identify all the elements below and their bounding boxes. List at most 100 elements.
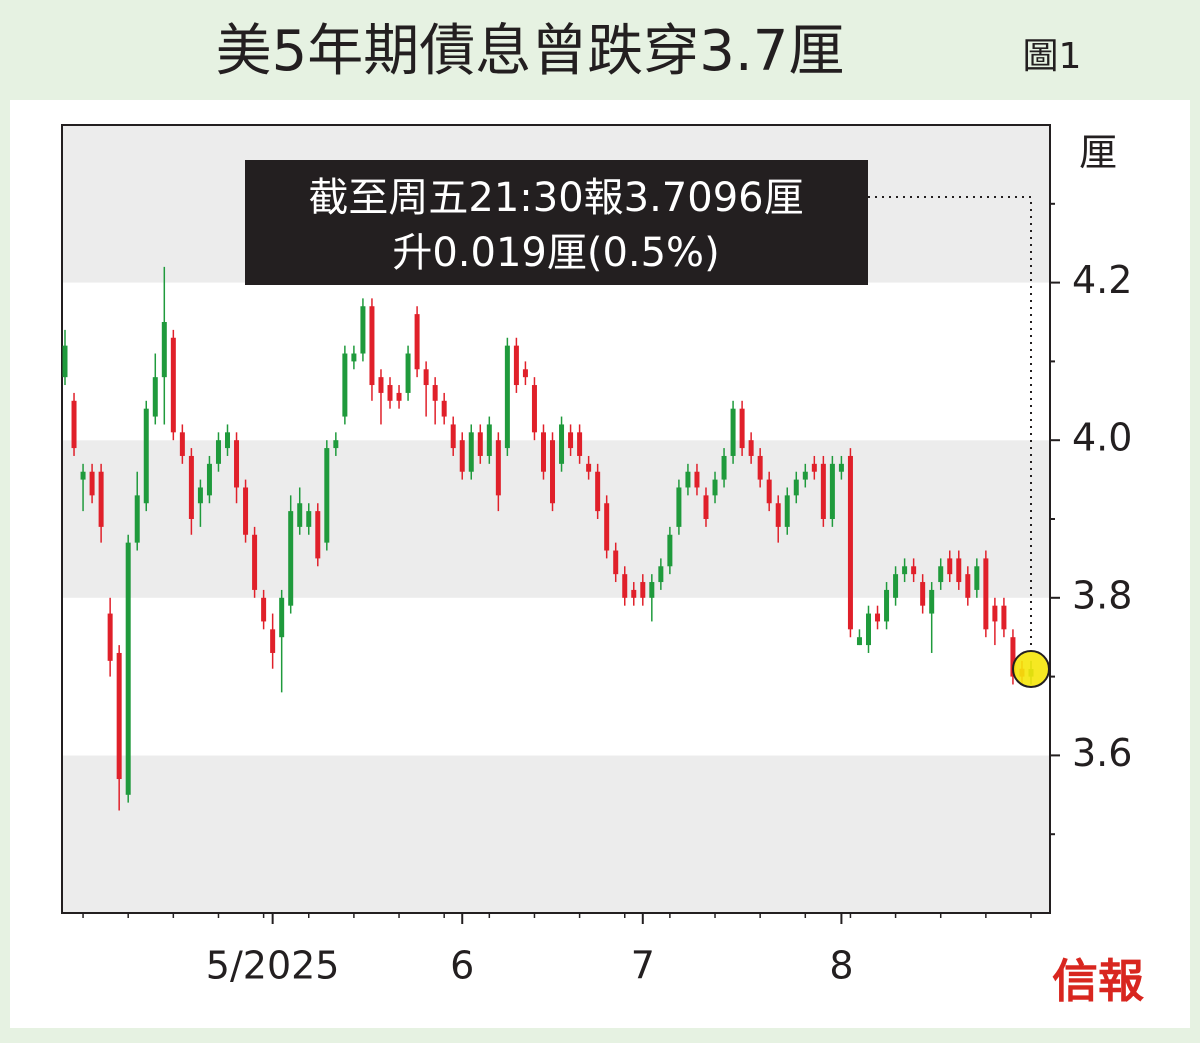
candle-body [495, 440, 501, 496]
candle-body [811, 463, 817, 472]
highlight-marker [1012, 650, 1050, 689]
candle-body [1010, 637, 1016, 677]
candle-body [315, 511, 321, 559]
candle-body [243, 487, 249, 535]
candle-body [793, 479, 799, 496]
candle-body [225, 432, 231, 449]
candle-body [875, 613, 881, 622]
candle-body [360, 306, 366, 354]
candle-body [423, 369, 429, 386]
candle-body [902, 566, 908, 575]
candle-body [125, 542, 131, 795]
source: 信報 [1052, 954, 1144, 1008]
x-tick-label: 7 [631, 944, 655, 988]
candle-body [170, 337, 176, 433]
candle-body [405, 353, 411, 393]
candle-body [306, 511, 312, 527]
plot-band [62, 440, 1050, 598]
candle-body [748, 440, 754, 456]
candle-body [820, 463, 826, 519]
plot-band [62, 597, 1050, 756]
candle-body [522, 369, 528, 378]
y-tick-label: 3.6 [1072, 731, 1132, 775]
candle-body [938, 566, 944, 583]
candle-body [98, 471, 104, 527]
annotation-text: 升0.019厘(0.5%) [392, 230, 719, 276]
figure-label: 圖1 [1023, 36, 1082, 77]
candle-body [784, 495, 790, 527]
annotation-text: 截至周五21:30報3.7096厘 [308, 175, 803, 221]
candle-body [730, 408, 736, 456]
candle-body [333, 440, 339, 449]
candle-body [658, 566, 664, 583]
candle-body [766, 479, 772, 504]
candle-body [856, 637, 862, 646]
candle-body [631, 589, 637, 598]
candle-body [920, 582, 926, 606]
candle-body [288, 511, 294, 606]
candle-body [486, 424, 492, 456]
candle-body [297, 503, 303, 527]
candle-body [450, 424, 456, 449]
candle-body [712, 479, 718, 496]
candle-body [279, 597, 285, 638]
candle-body [531, 385, 537, 433]
candle-body [179, 432, 185, 456]
candle-body [703, 495, 709, 519]
candle-body [965, 574, 971, 598]
annotation-box [245, 160, 868, 285]
x-tick-label: 6 [450, 944, 474, 988]
candle-body [116, 652, 122, 780]
candle-body [974, 566, 980, 590]
candle-body [685, 471, 691, 488]
candle-body [152, 377, 158, 417]
y-tick-label: 4.0 [1072, 416, 1132, 460]
candle-body [604, 503, 610, 551]
candle-body [992, 605, 998, 622]
candle-body [956, 558, 962, 583]
candle-body [513, 345, 519, 386]
candle-body [261, 597, 267, 622]
x-tick-label: 8 [829, 944, 853, 988]
y-tick-label: 3.8 [1072, 573, 1132, 617]
candle-body [342, 353, 348, 417]
candle-body [838, 463, 844, 472]
candle-body [504, 345, 510, 449]
candle-body [414, 314, 420, 370]
x-tick-label: 5/2025 [206, 944, 340, 988]
candle-body [206, 463, 212, 496]
candle-body [468, 432, 474, 472]
candle-body [893, 574, 899, 598]
candle-body [829, 463, 835, 519]
candle-body [640, 582, 646, 598]
candle-body [667, 534, 673, 567]
candle-body [802, 471, 808, 480]
candle-body [80, 471, 86, 480]
candle-body [721, 455, 727, 480]
candle-body [369, 306, 375, 386]
plot-band [62, 282, 1050, 441]
candle-body [911, 566, 917, 575]
candle-body [757, 455, 763, 480]
candle-body [1001, 605, 1007, 630]
candle-body [676, 487, 682, 527]
candle-body [568, 432, 574, 449]
candle-body [161, 322, 167, 378]
y-tick-label: 4.2 [1072, 258, 1132, 302]
candle-body [62, 345, 68, 378]
candle-body [983, 558, 989, 630]
candle-body [107, 613, 113, 661]
candle-body [459, 440, 465, 472]
candle-body [947, 558, 953, 575]
candle-body [847, 455, 853, 630]
candle-body [143, 408, 149, 504]
candle-body [252, 534, 258, 590]
annotation-leader [868, 196, 1032, 648]
candle-body [387, 385, 393, 401]
candle-body [540, 432, 546, 472]
chart-title: 美5年期債息曾跌穿3.7厘 [216, 19, 845, 84]
candle-body [739, 408, 745, 449]
candle-body [89, 471, 95, 496]
candle-body [865, 613, 871, 646]
candle-body [559, 424, 565, 464]
